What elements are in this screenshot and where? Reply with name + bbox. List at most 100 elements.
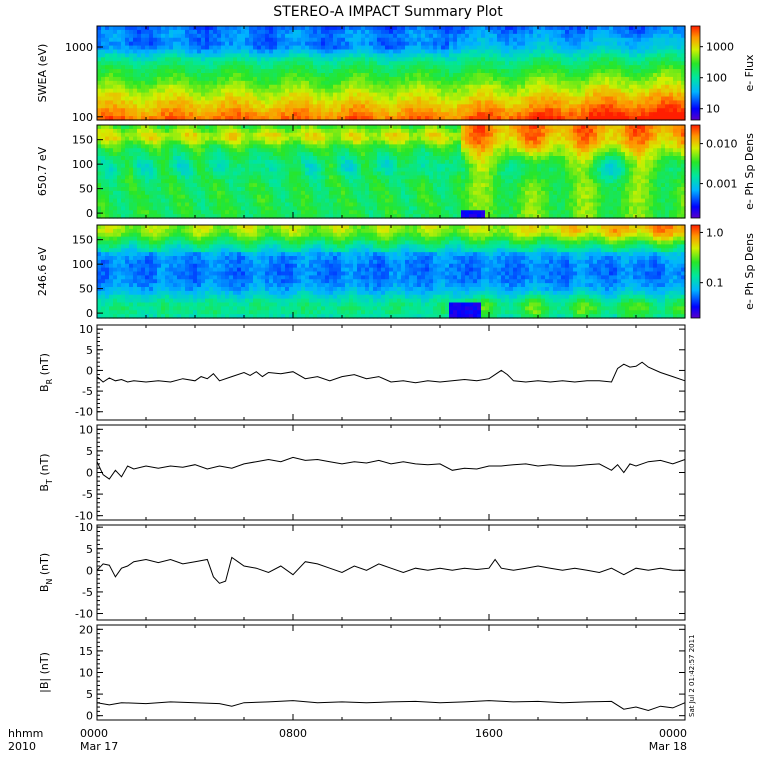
heatmap-cell [681,84,686,90]
heatmap-cell [597,80,602,86]
heatmap-cell [401,116,406,121]
heatmap-cell [569,26,574,31]
heatmap-cell [437,26,442,31]
heatmap-cell [117,163,122,169]
heatmap-cell [333,53,338,58]
heatmap-cell [485,100,490,105]
heatmap-cell [209,136,214,142]
heatmap-cell [129,167,134,173]
heatmap-cell [341,112,346,117]
heatmap-cell [441,100,446,105]
heatmap-cell [401,73,406,78]
heatmap-cell [277,92,282,98]
heatmap-cell [637,96,642,102]
heatmap-cell [349,69,354,74]
heatmap-cell [221,61,226,66]
heatmap-cell [265,69,270,74]
heatmap-cell [653,100,658,105]
heatmap-cell [397,37,402,43]
heatmap-cell [461,73,466,78]
heatmap-cell [269,128,274,134]
heatmap-cell [453,88,458,94]
heatmap-cell [129,96,134,102]
heatmap-cell [309,167,314,173]
heatmap-cell [313,69,318,74]
heatmap-cell [273,171,278,176]
heatmap-cell [177,33,182,39]
heatmap-cell [117,140,122,145]
heatmap-cell [565,88,570,94]
heatmap-cell [273,100,278,105]
heatmap-cell [165,210,170,215]
heatmap-cell [213,26,218,31]
heatmap-cell [337,33,342,39]
heatmap-cell [133,144,138,149]
heatmap-cell [569,84,574,90]
heatmap-cell [129,152,134,157]
heatmap-cell [189,100,194,105]
heatmap-cell [473,116,478,121]
heatmap-cell [649,112,654,117]
heatmap-cell [533,41,538,47]
heatmap-cell [273,92,278,98]
heatmap-cell [625,88,630,94]
heatmap-cell [129,41,134,47]
heatmap-cell [493,33,498,39]
heatmap-cell [245,92,250,98]
heatmap-cell [281,140,286,145]
heatmap-cell [341,33,346,39]
heatmap-cell [525,41,530,47]
heatmap-cell [101,167,106,173]
heatmap-cell [285,33,290,39]
heatmap-cell [461,76,466,82]
heatmap-cell [301,210,306,215]
heatmap-cell [325,198,330,204]
heatmap-cell [517,76,522,82]
heatmap-cell [609,88,614,94]
heatmap-cell [189,29,194,35]
heatmap-cell [325,73,330,78]
heatmap-cell [201,183,206,188]
heatmap-cell [309,104,314,109]
heatmap-cell [201,57,206,62]
heatmap-cell [97,76,102,82]
heatmap-cell [385,57,390,62]
heatmap-cell [565,37,570,43]
heatmap-cell [209,92,214,98]
heatmap-cell [497,37,502,43]
heatmap-cell [273,187,278,192]
heatmap-cell [125,84,130,90]
heatmap-cell [321,37,326,43]
heatmap-cell [517,88,522,94]
heatmap-cell [253,128,258,134]
heatmap-cell [169,57,174,62]
heatmap-cell [213,88,218,94]
heatmap-cell [165,163,170,169]
heatmap-cell [209,171,214,176]
heatmap-cell [137,128,142,134]
heatmap-cell [553,33,558,39]
heatmap-cell [557,49,562,55]
heatmap-cell [305,65,310,70]
heatmap-cell [381,76,386,82]
heatmap-cell [325,167,330,173]
heatmap-cell [481,41,486,47]
heatmap-cell [561,49,566,55]
heatmap-cell [289,198,294,204]
heatmap-cell [329,104,334,109]
heatmap-cell [589,69,594,74]
heatmap-cell [649,73,654,78]
heatmap-cell [225,104,230,109]
heatmap-cell [405,84,410,90]
heatmap-cell [413,33,418,39]
heatmap-cell [665,92,670,98]
heatmap-cell [549,57,554,62]
heatmap-cell [513,76,518,82]
heatmap-cell [145,171,150,176]
heatmap-cell [253,125,258,130]
heatmap-cell [285,65,290,70]
heatmap-cell [673,69,678,74]
heatmap-cell [213,210,218,215]
heatmap-cell [157,96,162,102]
heatmap-cell [137,144,142,149]
